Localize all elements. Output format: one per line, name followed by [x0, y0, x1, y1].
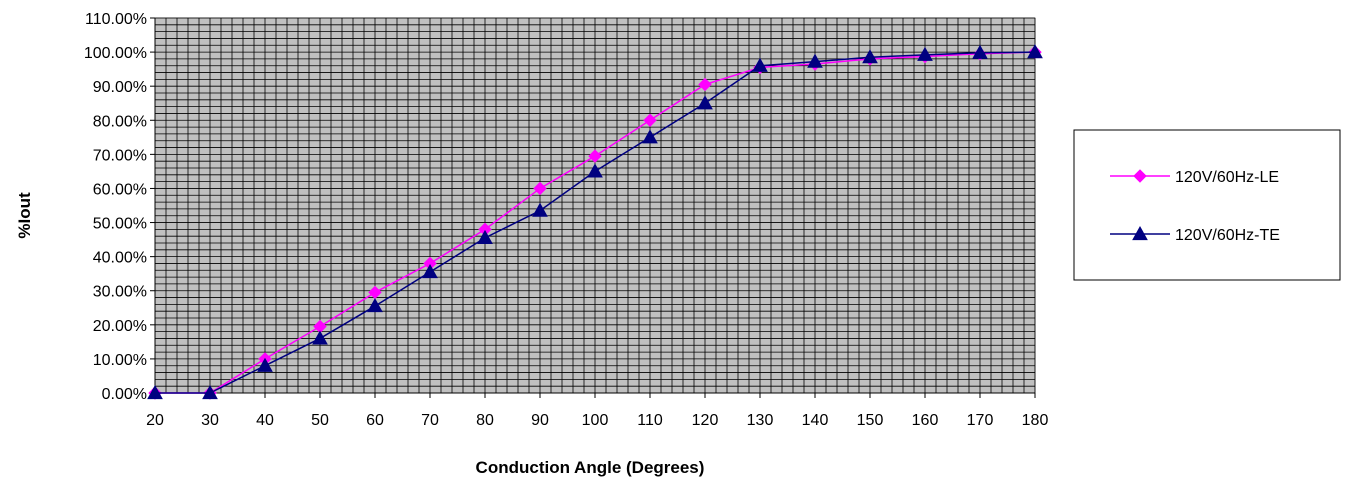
data-point — [698, 77, 712, 92]
y-tick-label: 30.00% — [93, 284, 147, 301]
x-tick-label: 90 — [531, 412, 549, 429]
data-point — [588, 149, 602, 163]
data-point — [972, 44, 988, 59]
legend-marker — [1133, 169, 1147, 183]
x-tick-label: 130 — [747, 412, 774, 429]
y-tick-label: 20.00% — [93, 318, 147, 335]
data-point — [807, 53, 823, 68]
data-point — [533, 181, 547, 196]
y-tick-label: 40.00% — [93, 250, 147, 267]
data-point — [367, 298, 383, 313]
x-axis-title: Conduction Angle (Degrees) — [476, 458, 705, 477]
data-point — [202, 384, 218, 400]
x-tick-label: 70 — [421, 412, 439, 429]
x-tick-label: 140 — [802, 412, 829, 429]
y-tick-label: 80.00% — [93, 113, 147, 130]
y-tick-label: 60.00% — [93, 181, 147, 198]
x-tick-label: 50 — [311, 412, 329, 429]
data-point — [312, 330, 328, 345]
legend-label: 120V/60Hz-LE — [1175, 169, 1279, 186]
data-point — [752, 57, 768, 72]
data-point — [697, 95, 713, 110]
y-tick-label: 110.00% — [85, 11, 147, 28]
data-point — [917, 46, 933, 61]
data-point — [147, 384, 163, 400]
data-point — [477, 229, 493, 244]
x-tick-label: 120 — [692, 412, 719, 429]
x-tick-label: 100 — [582, 412, 609, 429]
series-2 — [147, 44, 1043, 400]
x-tick-label: 110 — [637, 412, 663, 429]
x-tick-label: 160 — [912, 412, 939, 429]
y-tick-label: 70.00% — [93, 147, 147, 164]
legend: 120V/60Hz-LE 120V/60Hz-TE — [1073, 129, 1341, 281]
x-tick-label: 80 — [476, 412, 494, 429]
y-axis-title: %Iout — [15, 192, 34, 239]
legend-marker — [1132, 225, 1148, 241]
y-tick-label: 100.00% — [84, 45, 147, 62]
data-point — [642, 129, 658, 144]
data-point — [257, 357, 273, 372]
legend-box — [1073, 129, 1341, 281]
data-point — [862, 49, 878, 64]
x-tick-label: 20 — [146, 412, 164, 429]
y-tick-label: 0.00% — [102, 386, 147, 403]
data-point — [1027, 44, 1043, 59]
x-tick-label: 30 — [201, 412, 219, 429]
x-tick-label: 180 — [1022, 412, 1049, 429]
y-tick-label: 50.00% — [93, 216, 147, 233]
legend-label: 120V/60Hz-TE — [1175, 227, 1280, 244]
data-point — [587, 163, 603, 178]
x-tick-label: 170 — [967, 412, 994, 429]
grid-lines — [154, 17, 1036, 394]
data-point — [422, 263, 438, 279]
y-tick-label: 10.00% — [93, 352, 147, 369]
data-point — [532, 202, 548, 217]
y-tick-label: 90.00% — [93, 79, 147, 96]
x-tick-label: 40 — [256, 412, 274, 429]
x-tick-label: 60 — [366, 412, 384, 429]
x-tick-label: 150 — [857, 412, 884, 429]
data-point — [643, 113, 657, 127]
